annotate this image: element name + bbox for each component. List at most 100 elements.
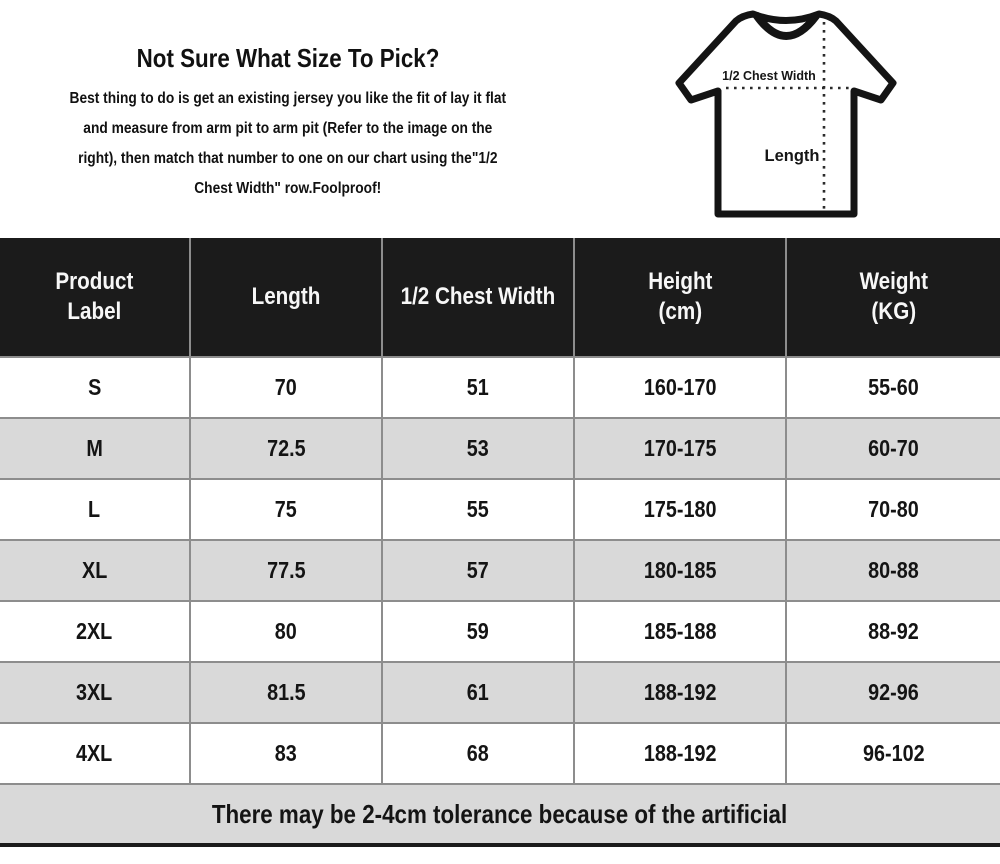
- cell-text: 3XL: [76, 679, 113, 705]
- cell-text: 61: [466, 679, 490, 705]
- cell-text: 4XL: [76, 740, 113, 766]
- table-row: 2XL 80 59 185-188 88-92: [0, 600, 1000, 663]
- intro-paragraph: Best thing to do is get an existing jers…: [0, 84, 576, 204]
- header-weight-kg: Weight (KG): [785, 238, 1000, 358]
- cell-text: M: [86, 435, 103, 461]
- cell-text: 70: [274, 374, 298, 400]
- tolerance-note: There may be 2-4cm tolerance because of …: [0, 783, 1000, 847]
- cell-half_chest: 55: [381, 478, 575, 541]
- table-row: 4XL 83 68 188-192 96-102: [0, 722, 1000, 785]
- cell-height: 160-170: [573, 356, 787, 419]
- cell-text: 70-80: [868, 496, 919, 522]
- cell-text: 188-192: [643, 740, 717, 766]
- intro-line-text: and measure from arm pit to arm pit (Ref…: [83, 120, 493, 137]
- cell-weight: 70-80: [785, 478, 1000, 541]
- cell-length: 75: [189, 478, 383, 541]
- cell-height: 188-192: [573, 722, 787, 785]
- intro-line-text: Best thing to do is get an existing jers…: [69, 90, 507, 107]
- cell-text: 83: [274, 740, 298, 766]
- cell-half_chest: 68: [381, 722, 575, 785]
- cell-size: 3XL: [0, 661, 191, 724]
- cell-text: 72.5: [266, 435, 306, 461]
- intro-line: Chest Width" row.Foolproof!: [0, 174, 576, 204]
- intro-line-text: Chest Width" row.Foolproof!: [194, 180, 382, 197]
- cell-height: 175-180: [573, 478, 787, 541]
- table-row: S 70 51 160-170 55-60: [0, 356, 1000, 419]
- intro-line: right), then match that number to one on…: [0, 144, 576, 174]
- cell-length: 80: [189, 600, 383, 663]
- table-row: L 75 55 175-180 70-80: [0, 478, 1000, 541]
- cell-text: 57: [466, 557, 490, 583]
- cell-text: 96-102: [862, 740, 925, 766]
- cell-half_chest: 61: [381, 661, 575, 724]
- cell-text: 55-60: [868, 374, 919, 400]
- tolerance-note-text: There may be 2-4cm tolerance because of …: [212, 798, 788, 829]
- cell-height: 185-188: [573, 600, 787, 663]
- cell-text: 60-70: [868, 435, 919, 461]
- cell-text: XL: [81, 557, 108, 583]
- cell-text: 59: [466, 618, 490, 644]
- header-text: Length: [251, 283, 321, 310]
- cell-length: 81.5: [189, 661, 383, 724]
- header-height-cm: Height (cm): [573, 238, 787, 358]
- cell-text: 92-96: [868, 679, 919, 705]
- tshirt-diagram: 1/2 Chest Width Length: [675, 10, 897, 218]
- cell-text: 170-175: [643, 435, 717, 461]
- cell-text: 55: [466, 496, 490, 522]
- header-product-label: Product Label: [0, 238, 191, 358]
- cell-half_chest: 57: [381, 539, 575, 602]
- table-row: M 72.5 53 170-175 60-70: [0, 417, 1000, 480]
- size-chart-table: Product Label Length 1/2 Chest Width Hei…: [0, 238, 1000, 847]
- cell-length: 77.5: [189, 539, 383, 602]
- cell-text: 188-192: [643, 679, 717, 705]
- header-text: 1/2 Chest Width: [400, 283, 556, 310]
- cell-height: 170-175: [573, 417, 787, 480]
- cell-half_chest: 59: [381, 600, 575, 663]
- cell-size: XL: [0, 539, 191, 602]
- cell-length: 83: [189, 722, 383, 785]
- header-length: Length: [189, 238, 383, 358]
- page-title: Not Sure What Size To Pick?: [0, 42, 576, 74]
- intro-line-text: right), then match that number to one on…: [78, 150, 498, 167]
- cell-text: 77.5: [266, 557, 306, 583]
- cell-text: 81.5: [266, 679, 306, 705]
- table-row: 3XL 81.5 61 188-192 92-96: [0, 661, 1000, 724]
- cell-size: L: [0, 478, 191, 541]
- cell-weight: 60-70: [785, 417, 1000, 480]
- cell-text: 160-170: [643, 374, 717, 400]
- cell-weight: 88-92: [785, 600, 1000, 663]
- cell-weight: 96-102: [785, 722, 1000, 785]
- cell-text: 185-188: [643, 618, 717, 644]
- intro-line: and measure from arm pit to arm pit (Ref…: [0, 114, 576, 144]
- header-text: Weight (KG): [859, 268, 928, 325]
- cell-text: 175-180: [643, 496, 717, 522]
- cell-size: 2XL: [0, 600, 191, 663]
- cell-size: 4XL: [0, 722, 191, 785]
- cell-text: 53: [466, 435, 490, 461]
- cell-weight: 92-96: [785, 661, 1000, 724]
- cell-length: 70: [189, 356, 383, 419]
- tshirt-collar: [753, 12, 820, 40]
- cell-text: 80: [274, 618, 298, 644]
- header-text: Height (cm): [647, 268, 713, 325]
- cell-text: L: [88, 496, 101, 522]
- cell-half_chest: 51: [381, 356, 575, 419]
- tshirt-outline: [675, 10, 897, 218]
- cell-text: 88-92: [868, 618, 919, 644]
- cell-text: 2XL: [76, 618, 113, 644]
- header-half-chest-width: 1/2 Chest Width: [381, 238, 575, 358]
- cell-text: 51: [466, 374, 490, 400]
- table-row: XL 77.5 57 180-185 80-88: [0, 539, 1000, 602]
- chest-width-label: 1/2 Chest Width: [722, 69, 816, 83]
- cell-height: 188-192: [573, 661, 787, 724]
- cell-weight: 55-60: [785, 356, 1000, 419]
- cell-text: 68: [466, 740, 490, 766]
- cell-half_chest: 53: [381, 417, 575, 480]
- header-text: Product Label: [55, 268, 134, 325]
- cell-size: S: [0, 356, 191, 419]
- footer-row: There may be 2-4cm tolerance because of …: [0, 783, 1000, 847]
- length-label: Length: [765, 147, 820, 165]
- cell-length: 72.5: [189, 417, 383, 480]
- page-title-text: Not Sure What Size To Pick?: [136, 43, 440, 73]
